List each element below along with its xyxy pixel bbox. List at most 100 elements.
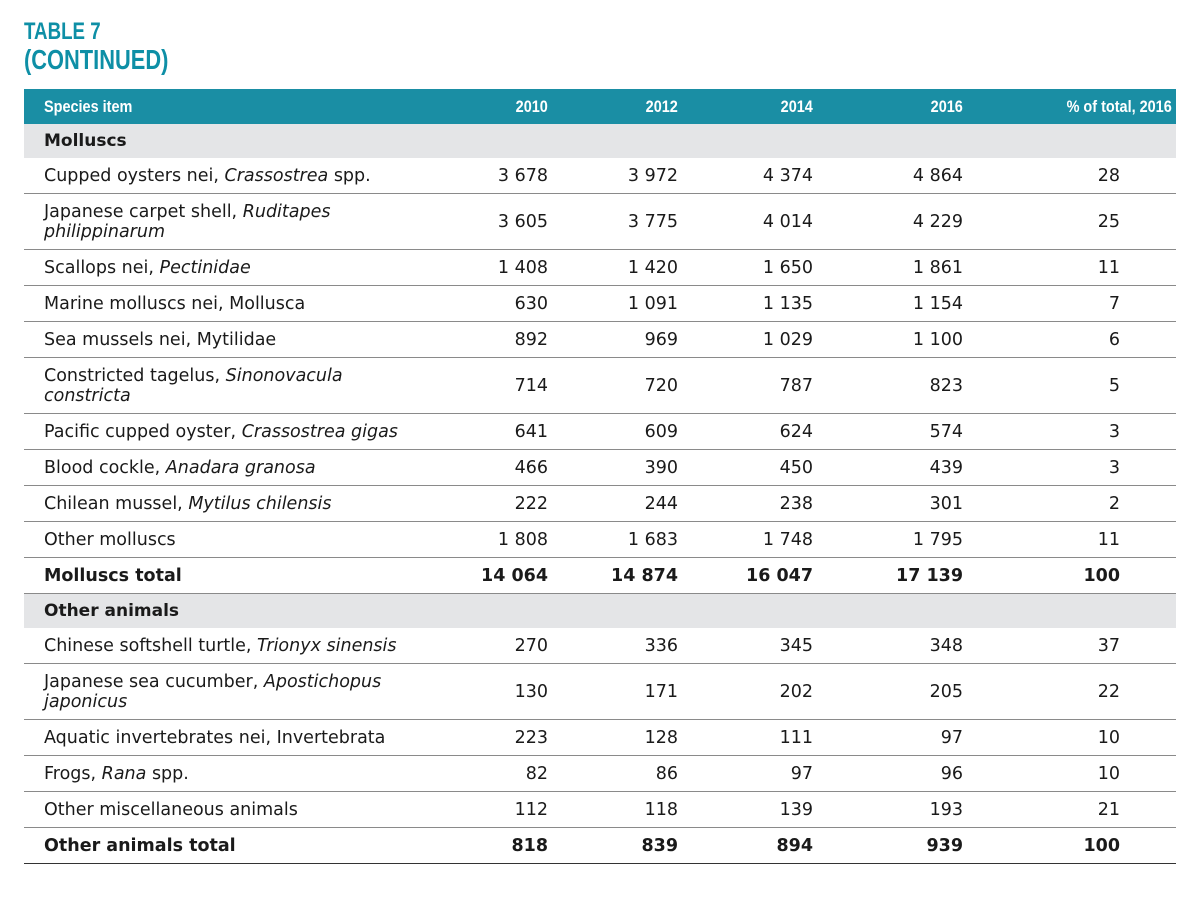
- species-common-name: Chilean mussel,: [44, 493, 189, 514]
- value-cell: 1 420: [574, 249, 704, 286]
- species-name-cell: Aquatic invertebrates nei, Invertebrata: [24, 719, 419, 756]
- value-cell: 641: [419, 413, 574, 450]
- total-label: Molluscs total: [24, 557, 419, 594]
- value-cell: 82: [419, 755, 574, 792]
- total-value-cell: 17 139: [839, 557, 989, 594]
- species-scientific-name: Trionyx sinensis: [257, 635, 397, 656]
- table-row: Marine molluscs nei, Mollusca 630 1 091 1 1…: [24, 285, 1176, 322]
- table-row: Other molluscs 1 808 1 683 1 748 1 795 11: [24, 521, 1176, 558]
- value-cell: 1 135: [704, 285, 839, 322]
- table-row: Constricted tagelus, Sinonovacula constr…: [24, 357, 1176, 414]
- value-cell: 6: [989, 321, 1176, 358]
- species-common-name: Marine molluscs nei, Mollusca: [44, 293, 306, 314]
- species-scientific-name: Rana: [101, 763, 147, 784]
- species-name-cell: Frogs, Rana spp.: [24, 755, 419, 792]
- value-cell: 111: [704, 719, 839, 756]
- total-value-cell: 939: [839, 827, 989, 864]
- value-cell: 439: [839, 449, 989, 486]
- value-cell: 238: [704, 485, 839, 522]
- species-scientific-name: Crassostrea: [224, 165, 329, 186]
- value-cell: 37: [989, 628, 1176, 664]
- species-scientific-name: Sinonovacula constricta: [44, 365, 343, 406]
- species-common-name: Cupped oysters nei,: [44, 165, 225, 186]
- value-cell: 3: [989, 413, 1176, 450]
- species-name-cell: Blood cockle, Anadara granosa: [24, 449, 419, 486]
- species-name-cell: Constricted tagelus, Sinonovacula constr…: [24, 357, 419, 414]
- species-common-name: Pacific cupped oyster,: [44, 421, 242, 442]
- value-cell: 97: [704, 755, 839, 792]
- value-cell: 345: [704, 628, 839, 664]
- value-cell: 720: [574, 357, 704, 414]
- value-cell: 892: [419, 321, 574, 358]
- column-header-species: Species item: [24, 89, 419, 124]
- species-name-cell: Pacific cupped oyster, Crassostrea gigas: [24, 413, 419, 450]
- value-cell: 823: [839, 357, 989, 414]
- column-header-2010: 2010: [419, 89, 574, 124]
- value-cell: 96: [839, 755, 989, 792]
- value-cell: 348: [839, 628, 989, 664]
- section-row: Molluscs: [24, 124, 1176, 158]
- data-table: Species item 2010 2012 2014 2016 % of to…: [24, 89, 1176, 864]
- species-common-name: Chinese softshell turtle,: [44, 635, 258, 656]
- species-common-name: Sea mussels nei, Mytilidae: [44, 329, 277, 350]
- value-cell: 714: [419, 357, 574, 414]
- value-cell: 301: [839, 485, 989, 522]
- species-common-name: Blood cockle,: [44, 457, 166, 478]
- value-cell: 4 014: [704, 193, 839, 250]
- value-cell: 270: [419, 628, 574, 664]
- table-continued-label: (CONTINUED): [24, 44, 169, 75]
- table-row: Frogs, Rana spp. 82 86 97 96 10: [24, 755, 1176, 792]
- table-header: Species item 2010 2012 2014 2016 % of to…: [24, 89, 1176, 124]
- value-cell: 130: [419, 663, 574, 720]
- species-name-cell: Other molluscs: [24, 521, 419, 558]
- value-cell: 3 605: [419, 193, 574, 250]
- table-row: Chinese softshell turtle, Trionyx sinens…: [24, 628, 1176, 664]
- species-name-cell: Scallops nei, Pectinidae: [24, 249, 419, 286]
- value-cell: 787: [704, 357, 839, 414]
- species-name-cell: Sea mussels nei, Mytilidae: [24, 321, 419, 358]
- table-row: Other miscellaneous animals 112 118 139 193 2…: [24, 791, 1176, 828]
- table-row: Scallops nei, Pectinidae 1 408 1 420 1 650 1…: [24, 249, 1176, 286]
- value-cell: 139: [704, 791, 839, 828]
- species-common-name: Other miscellaneous animals: [44, 799, 298, 820]
- value-cell: 336: [574, 628, 704, 664]
- value-cell: 4 229: [839, 193, 989, 250]
- value-cell: 390: [574, 449, 704, 486]
- species-common-name: Japanese sea cucumber,: [44, 671, 264, 692]
- value-cell: 624: [704, 413, 839, 450]
- value-cell: 1 808: [419, 521, 574, 558]
- value-cell: 97: [839, 719, 989, 756]
- value-cell: 1 154: [839, 285, 989, 322]
- species-suffix: spp.: [146, 763, 189, 784]
- value-cell: 118: [574, 791, 704, 828]
- total-value-cell: 100: [989, 827, 1176, 864]
- value-cell: 3 775: [574, 193, 704, 250]
- value-cell: 21: [989, 791, 1176, 828]
- section-heading: Molluscs: [24, 124, 1176, 158]
- value-cell: 466: [419, 449, 574, 486]
- table-title: TABLE 7 (CONTINUED): [24, 18, 209, 74]
- value-cell: 1 100: [839, 321, 989, 358]
- total-value-cell: 14 874: [574, 557, 704, 594]
- total-value-cell: 818: [419, 827, 574, 864]
- value-cell: 574: [839, 413, 989, 450]
- total-label: Other animals total: [24, 827, 419, 864]
- table-row: Blood cockle, Anadara granosa 466 390 450 43…: [24, 449, 1176, 486]
- total-row: Molluscs total 14 064 14 874 16 047 17 139 10…: [24, 557, 1176, 594]
- value-cell: 28: [989, 158, 1176, 194]
- value-cell: 1 408: [419, 249, 574, 286]
- table-row: Aquatic invertebrates nei, Invertebrata 2…: [24, 719, 1176, 756]
- species-scientific-name: Ruditapes philippinarum: [44, 201, 331, 242]
- value-cell: 112: [419, 791, 574, 828]
- value-cell: 244: [574, 485, 704, 522]
- species-scientific-name: Crassostrea gigas: [241, 421, 398, 442]
- table-row: Japanese carpet shell, Ruditapes philipp…: [24, 193, 1176, 250]
- section-row: Other animals: [24, 593, 1176, 628]
- total-row: Other animals total 818 839 894 939 100: [24, 827, 1176, 864]
- value-cell: 171: [574, 663, 704, 720]
- value-cell: 222: [419, 485, 574, 522]
- table-row: Sea mussels nei, Mytilidae 892 969 1 029 1 1…: [24, 321, 1176, 358]
- species-name-cell: Chinese softshell turtle, Trionyx sinens…: [24, 628, 419, 664]
- value-cell: 1 861: [839, 249, 989, 286]
- table-body: Molluscs Cupped oysters nei, Crassostrea …: [24, 124, 1176, 864]
